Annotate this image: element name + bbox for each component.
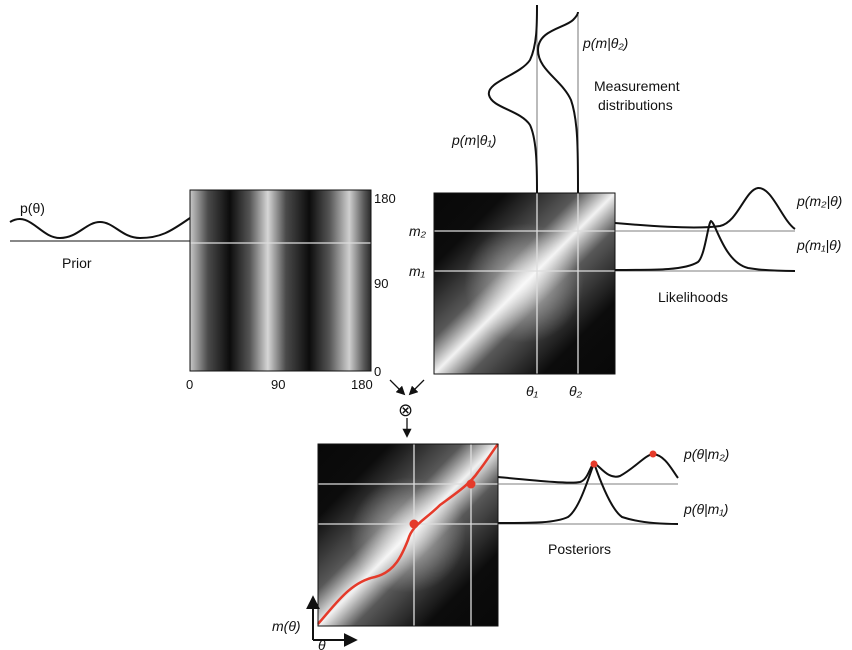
prior-curve [9,217,191,240]
prior-y-tick-0: 0 [374,364,381,379]
likelihood-label-m2: p(m₂|θ) [796,193,842,209]
posterior-x-axis-label: θ [318,637,326,650]
arrow-from-likelihood [408,379,425,396]
measurement-curve-theta2 [536,11,579,194]
measurement-group: p(m|θ₁) p(m|θ₂) Measurement distribution… [451,4,680,194]
prior-y-tick-180: 180 [374,191,396,206]
prior-x-tick-0: 0 [186,377,193,392]
prior-formula: p(θ) [20,200,45,216]
posterior-image-glow [350,477,466,593]
likelihood-curve-m2 [614,186,796,230]
arrow-from-prior [389,379,406,396]
prior-y-tick-90: 90 [374,276,388,291]
prior-label: Prior [62,255,92,271]
likelihood-image-glow [464,223,584,343]
likelihood-curve-m1 [614,219,796,272]
likelihoods-title: Likelihoods [658,289,728,305]
posterior-image-frame [317,443,499,627]
posteriors-title: Posteriors [548,541,611,557]
likelihood-label-m1: p(m₁|θ) [796,237,841,253]
measurement-label-theta2: p(m|θ₂) [582,35,628,51]
measurement-title-line1: Measurement [594,78,680,94]
prior-image-frame [189,189,372,372]
likelihood-x-mark-theta1: θ₁ [526,383,539,399]
posterior-y-axis-label: m(θ) [272,618,301,634]
prior-x-tick-180: 180 [351,377,373,392]
measurement-title-line2: distributions [598,97,673,113]
posterior-peak-point-m1 [590,460,598,468]
combine-symbol: ⊗ [398,400,413,420]
posterior-peak-point-m2 [649,450,657,458]
prior-image [190,190,371,371]
posterior-estimate-point-m1 [409,519,419,529]
likelihood-y-mark-m1: m₁ [409,263,426,279]
likelihood-image-frame [433,192,616,375]
posterior-label-m2: p(θ|m₂) [683,446,729,462]
posterior-label-m1: p(θ|m₁) [683,501,728,517]
likelihood-y-mark-m2: m₂ [409,223,427,239]
measurement-curve-theta1 [487,4,538,194]
prior-x-tick-90: 90 [271,377,285,392]
posterior-group: p(θ|m₂) p(θ|m₁) Posteriors m(θ) θ [272,443,729,650]
measurement-label-theta1: p(m|θ₁) [451,132,496,148]
likelihood-x-mark-theta2: θ₂ [569,383,583,399]
combine-group: ⊗ [389,379,425,438]
likelihood-group: m₂ m₁ θ₁ θ₂ p(m₂|θ) p(m₁|θ) Likelihoods [409,186,842,399]
prior-group: p(θ) Prior 180 90 0 0 90 180 [9,189,396,392]
posterior-estimate-point-m2 [466,479,476,489]
